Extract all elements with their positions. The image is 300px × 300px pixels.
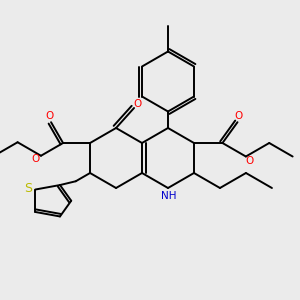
Text: NH: NH xyxy=(161,191,177,201)
Text: O: O xyxy=(45,111,53,121)
Text: O: O xyxy=(133,99,141,109)
Text: S: S xyxy=(24,182,32,195)
Text: O: O xyxy=(234,111,243,121)
Text: O: O xyxy=(32,154,40,164)
Text: O: O xyxy=(246,155,254,166)
